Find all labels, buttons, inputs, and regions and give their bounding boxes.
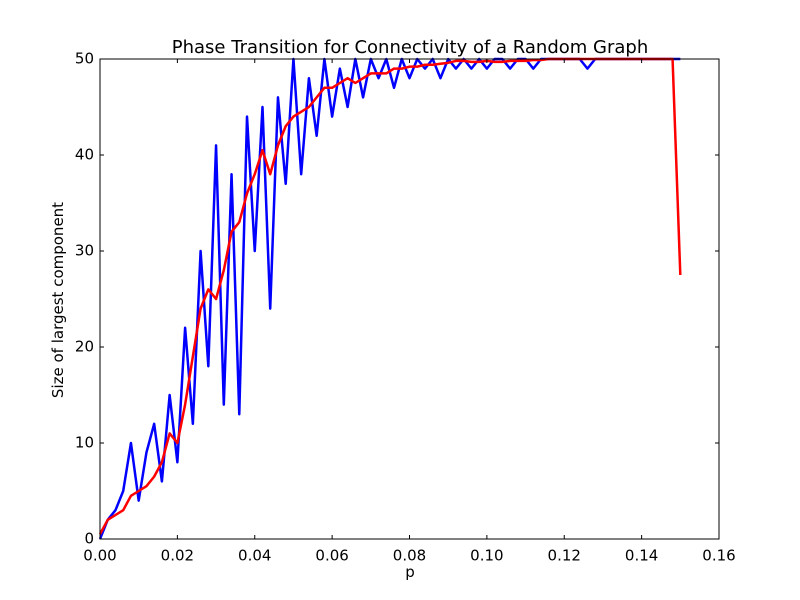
y-tick-label: 50	[75, 50, 94, 68]
y-tick-label: 20	[75, 338, 94, 356]
x-tick-label: 0.14	[625, 547, 658, 565]
plot-frame	[99, 58, 720, 540]
x-tick-label: 0.06	[315, 547, 348, 565]
x-tick-label: 0.08	[393, 547, 426, 565]
x-tick-label: 0.02	[161, 547, 194, 565]
plot-area	[98, 57, 682, 540]
x-tick-label: 0.04	[238, 547, 271, 565]
x-tick-label: 0.12	[548, 547, 581, 565]
y-tick-label: 0	[84, 530, 94, 548]
x-axis-label: p	[405, 563, 415, 581]
y-tick-label: 30	[75, 242, 94, 260]
y-tick-label: 40	[75, 146, 94, 164]
x-tick-label: 0.00	[83, 547, 116, 565]
y-axis-label: Size of largest component	[49, 202, 67, 398]
x-tick-label: 0.10	[470, 547, 503, 565]
y-tick-label: 10	[75, 434, 94, 452]
series-line	[98, 57, 681, 540]
series-line	[98, 57, 682, 535]
chart-title: Phase Transition for Connectivity of a R…	[172, 37, 649, 58]
x-tick-label: 0.16	[702, 547, 735, 565]
